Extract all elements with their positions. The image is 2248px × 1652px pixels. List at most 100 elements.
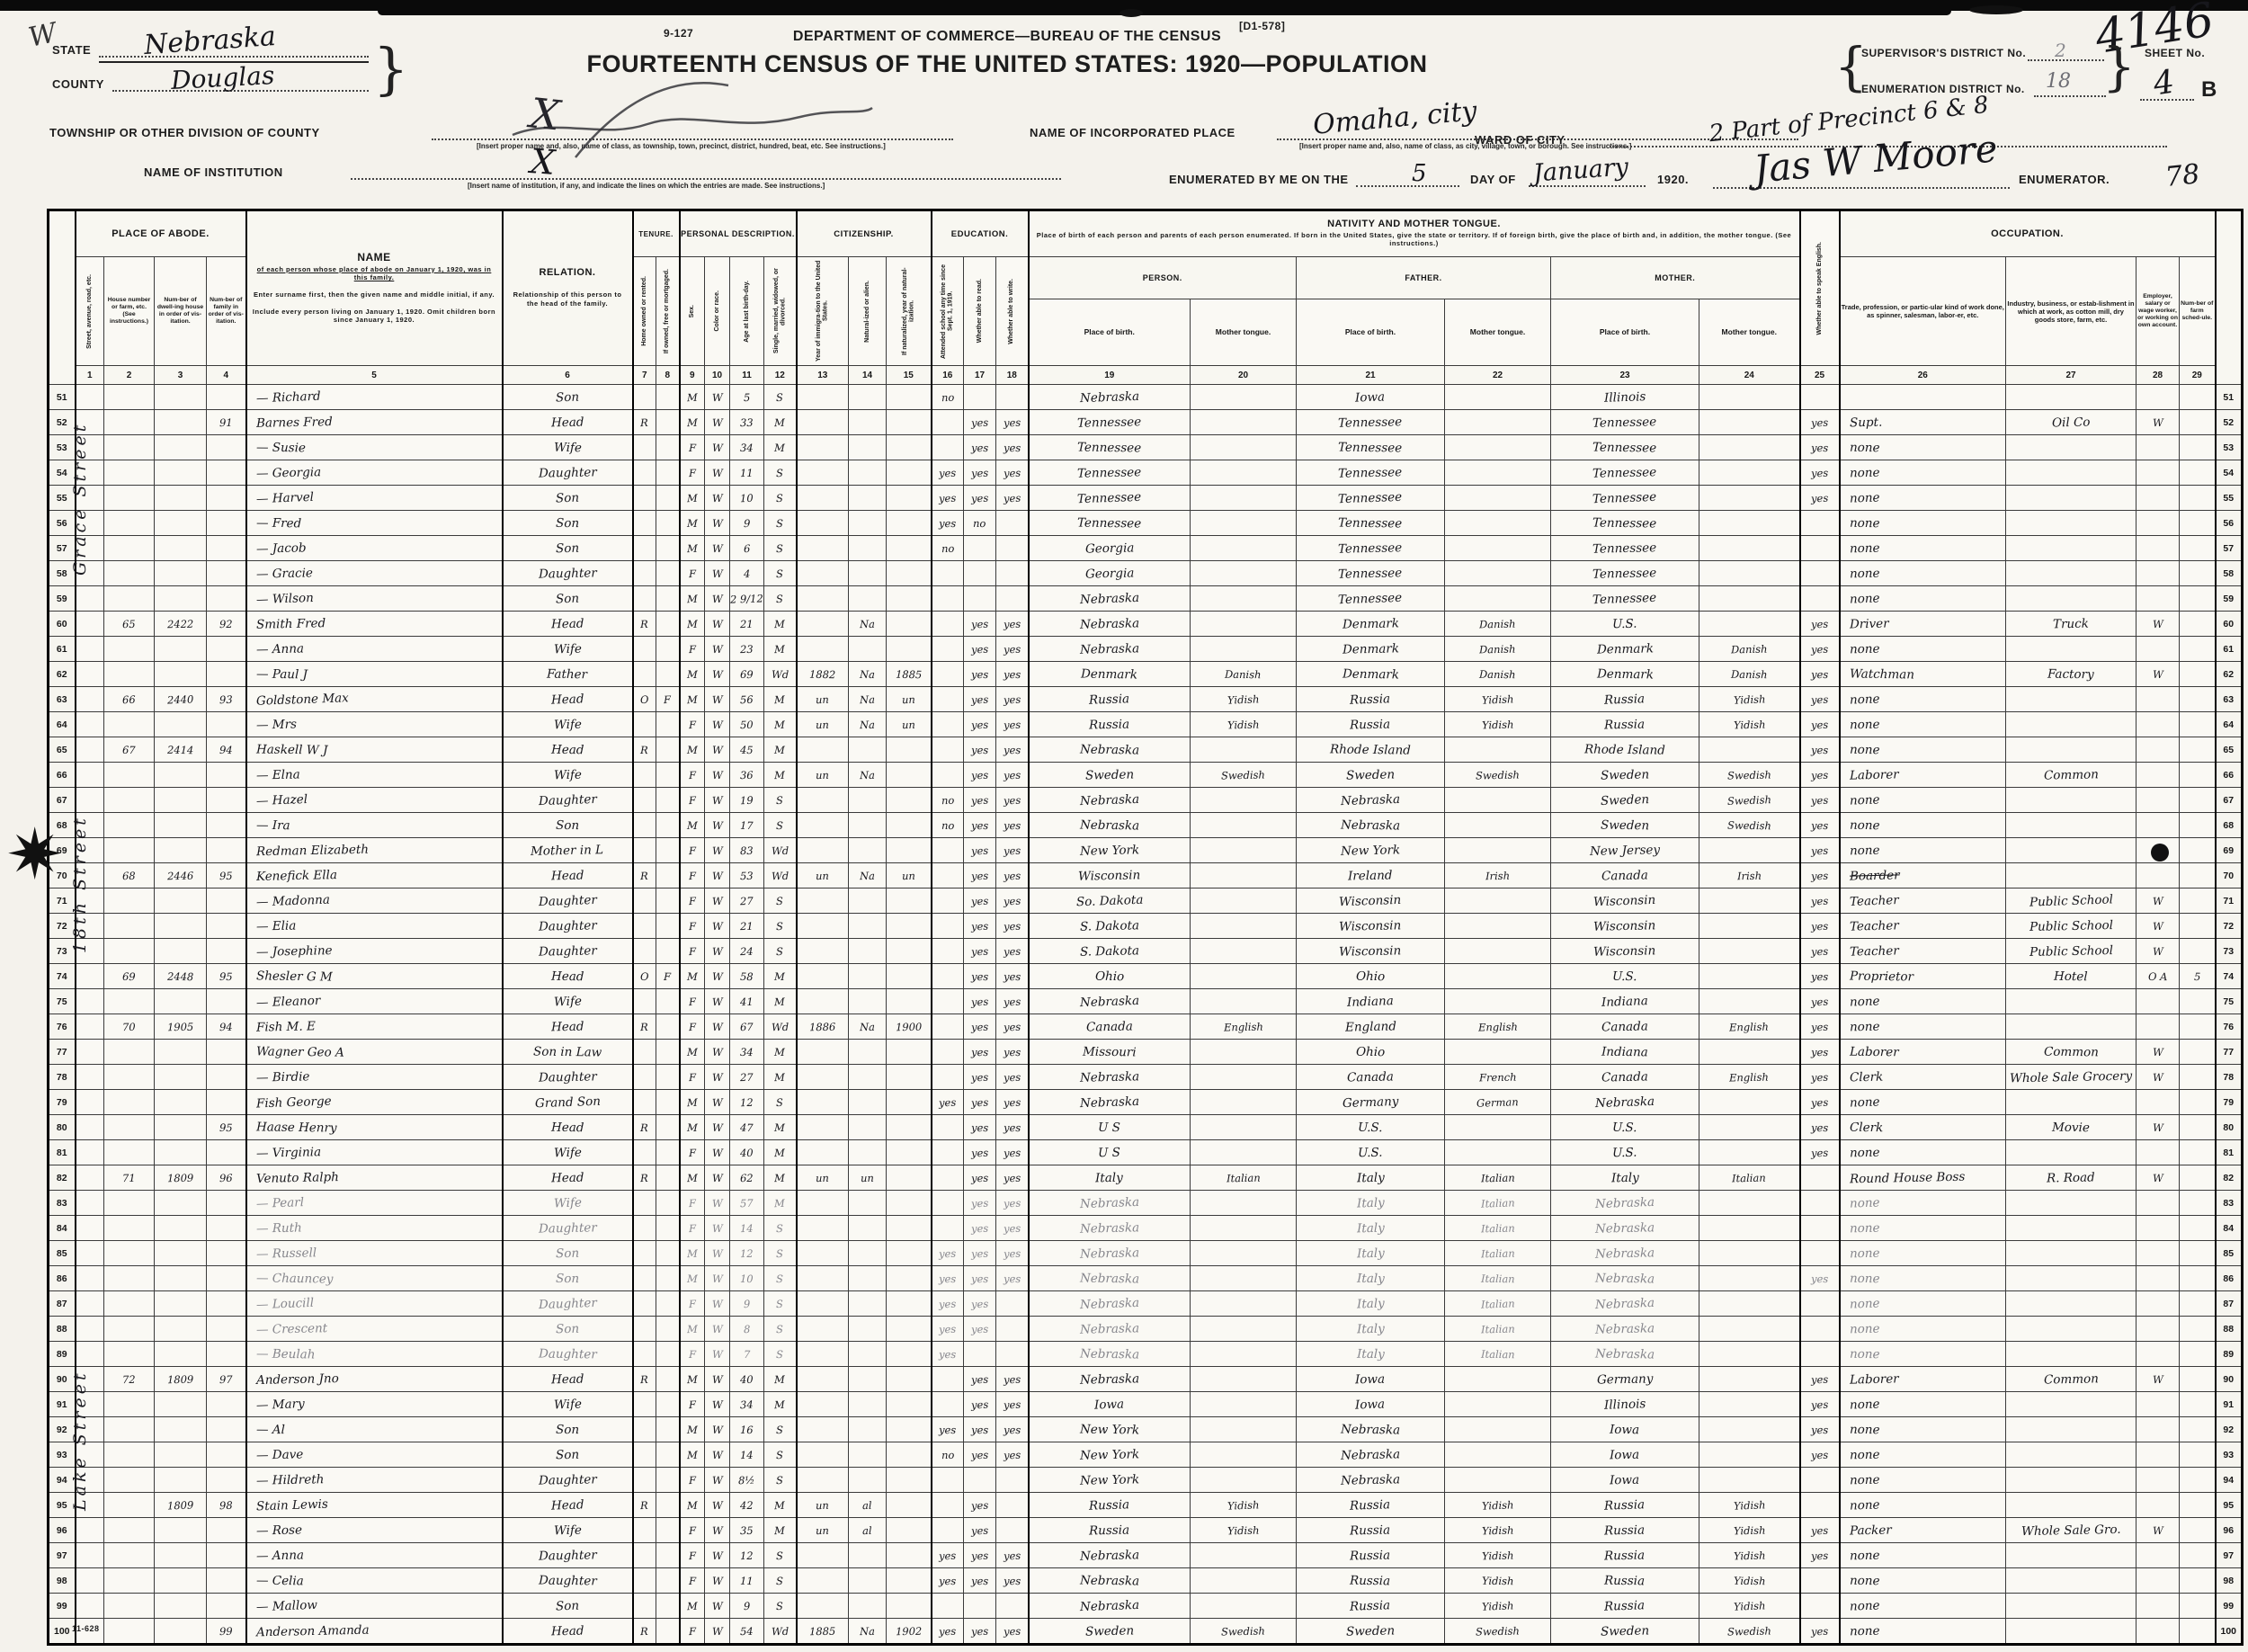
ink-dot [2151, 844, 2169, 862]
cell-pb: Tennessee [1028, 409, 1191, 435]
cell-en: yes [1799, 661, 1841, 687]
cell-c15 [886, 1089, 932, 1115]
cell-mb: Iowa [1550, 1416, 1699, 1442]
cell-fb: Italy [1296, 1290, 1445, 1317]
cell-pb: Nebraska [1028, 812, 1191, 838]
cell-c13 [796, 1366, 849, 1392]
cell-fb: Denmark [1296, 636, 1445, 662]
cell-ms: M [763, 1064, 798, 1090]
cell-pt [1190, 384, 1297, 410]
cell-mb: Tennessee [1550, 485, 1699, 511]
cell-pt [1190, 1366, 1297, 1392]
cell-mb: Wisconsin [1550, 913, 1699, 939]
cell-fm [2179, 1341, 2217, 1367]
cell-mb: Canada [1550, 1064, 1699, 1090]
cell-cr: W [704, 1316, 730, 1342]
cell-mt2 [1699, 888, 1801, 914]
cell-pt: Swedish [1190, 762, 1297, 788]
cell-t8 [656, 1366, 681, 1392]
line-number: 75 [48, 988, 76, 1014]
cell-c17: yes [963, 988, 996, 1014]
cell-cr: W [704, 1567, 730, 1594]
cell-ft [1444, 585, 1551, 612]
line-number: 83 [48, 1190, 76, 1216]
cell-fb: Tennessee [1296, 485, 1445, 511]
cell-pb: U S [1028, 1139, 1191, 1165]
cell-fb: U.S. [1296, 1114, 1445, 1140]
line-number: 87 [2215, 1290, 2243, 1317]
cell-t8 [656, 888, 681, 914]
cell-ft [1444, 913, 1551, 939]
cell-c17: yes [963, 1442, 996, 1468]
line-number: 53 [2215, 434, 2243, 460]
col-header-9: Sex. [679, 256, 705, 366]
cell-t8 [656, 1593, 681, 1619]
cell-rl: Wife [502, 988, 634, 1014]
cell-cl [2136, 1341, 2180, 1367]
cell-en: yes [1799, 938, 1841, 964]
place-note: [Insert proper name and, also, name of c… [1299, 142, 1632, 150]
col-number-9: 9 [679, 365, 705, 385]
cell-oc: none [1839, 1618, 2006, 1645]
cell-c13 [796, 611, 849, 637]
col-number-11: 11 [729, 365, 764, 385]
cell-in: Movie [2005, 1114, 2136, 1140]
line-number: 84 [48, 1215, 76, 1241]
cell-f4 [206, 560, 247, 586]
cell-h2: 69 [103, 963, 155, 989]
cell-ft [1444, 737, 1551, 763]
cell-cl [2136, 560, 2180, 586]
cell-t8 [656, 1467, 681, 1493]
cell-c16: yes [931, 1240, 964, 1266]
cell-ft: Italian [1444, 1316, 1551, 1342]
line-number: 79 [48, 1089, 76, 1115]
cell-c13 [796, 1139, 849, 1165]
cell-c17: no [963, 510, 996, 536]
cell-rl: Son [502, 384, 634, 410]
cell-in [2005, 686, 2136, 712]
township-note: [Insert proper name and, also, name of c… [477, 142, 886, 150]
cell-fm [2179, 737, 2217, 763]
cell-rl: Wife [502, 762, 634, 788]
cell-d3 [154, 988, 207, 1014]
cell-oc: none [1839, 1265, 2006, 1291]
cell-nm: Anderson Amanda [245, 1618, 504, 1645]
cell-c18 [995, 585, 1030, 612]
cell-cl: W [2136, 888, 2180, 914]
cell-t7: R [632, 611, 656, 637]
cell-c15 [886, 1064, 932, 1090]
cell-f4: 94 [206, 1014, 247, 1040]
cell-rl: Daughter [502, 1341, 634, 1367]
col-number-21: 21 [1296, 365, 1445, 385]
cell-c15: 1900 [886, 1014, 932, 1040]
cell-in [2005, 837, 2136, 863]
cell-c13 [796, 535, 849, 561]
cell-t7 [632, 434, 656, 460]
cell-nm: — Fred [245, 510, 504, 536]
cell-t8 [656, 1442, 681, 1468]
page-title: FOURTEENTH CENSUS OF THE UNITED STATES: … [586, 50, 1428, 77]
cell-f4 [206, 1089, 247, 1115]
cell-pt [1190, 585, 1297, 612]
cell-sx: M [679, 485, 705, 511]
cell-mt2 [1699, 988, 1801, 1014]
cell-c13: 1886 [796, 1014, 849, 1040]
cell-c14 [848, 913, 887, 939]
enumerated-year: 1920. [1657, 173, 1690, 186]
line-number: 64 [2215, 711, 2243, 737]
cell-nm: — Russell [245, 1240, 504, 1266]
cell-ms: M [763, 1039, 798, 1065]
cell-cl [2136, 1542, 2180, 1568]
line-number: 70 [48, 862, 76, 889]
cell-mt2 [1699, 384, 1801, 410]
cell-f4: 97 [206, 1366, 247, 1392]
cell-pt [1190, 560, 1297, 586]
line-number: 99 [48, 1593, 76, 1619]
cell-c14 [848, 460, 887, 486]
cell-nm: Anderson Jno [245, 1366, 504, 1392]
cell-t8 [656, 837, 681, 863]
line-number: 72 [48, 913, 76, 939]
cell-c13 [796, 585, 849, 612]
cell-fb: Tennessee [1296, 560, 1445, 586]
cell-nm: — Crescent [245, 1316, 504, 1342]
